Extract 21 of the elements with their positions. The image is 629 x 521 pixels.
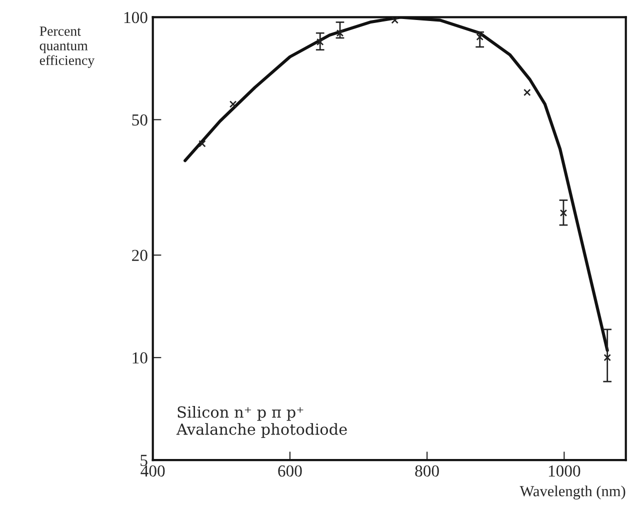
x-tick-label: 800 xyxy=(415,465,439,477)
x-tick-label: 600 xyxy=(278,465,302,477)
point xyxy=(316,38,324,46)
point xyxy=(229,100,237,108)
y-tick-label: 5 xyxy=(140,454,148,466)
x-tick-label: 400 xyxy=(140,465,165,477)
point xyxy=(524,88,531,96)
x-axis-title: Wavelength (nm) xyxy=(520,486,626,500)
y-tick-label: 20 xyxy=(132,250,148,262)
y-tick-label: 50 xyxy=(132,114,148,126)
point xyxy=(604,354,611,362)
point xyxy=(391,17,398,24)
point xyxy=(198,140,206,148)
point xyxy=(476,33,484,41)
y-axis-title: Percent quantum efficiency xyxy=(40,26,95,68)
x-tick-label: 1000 xyxy=(548,465,580,477)
point xyxy=(560,209,568,217)
y-tick-label: 100 xyxy=(124,12,148,24)
annotation: Silicon n⁺ p π p⁺ Avalanche photodiode xyxy=(176,406,347,438)
y-tick-label: 10 xyxy=(132,352,148,364)
point xyxy=(336,29,344,37)
